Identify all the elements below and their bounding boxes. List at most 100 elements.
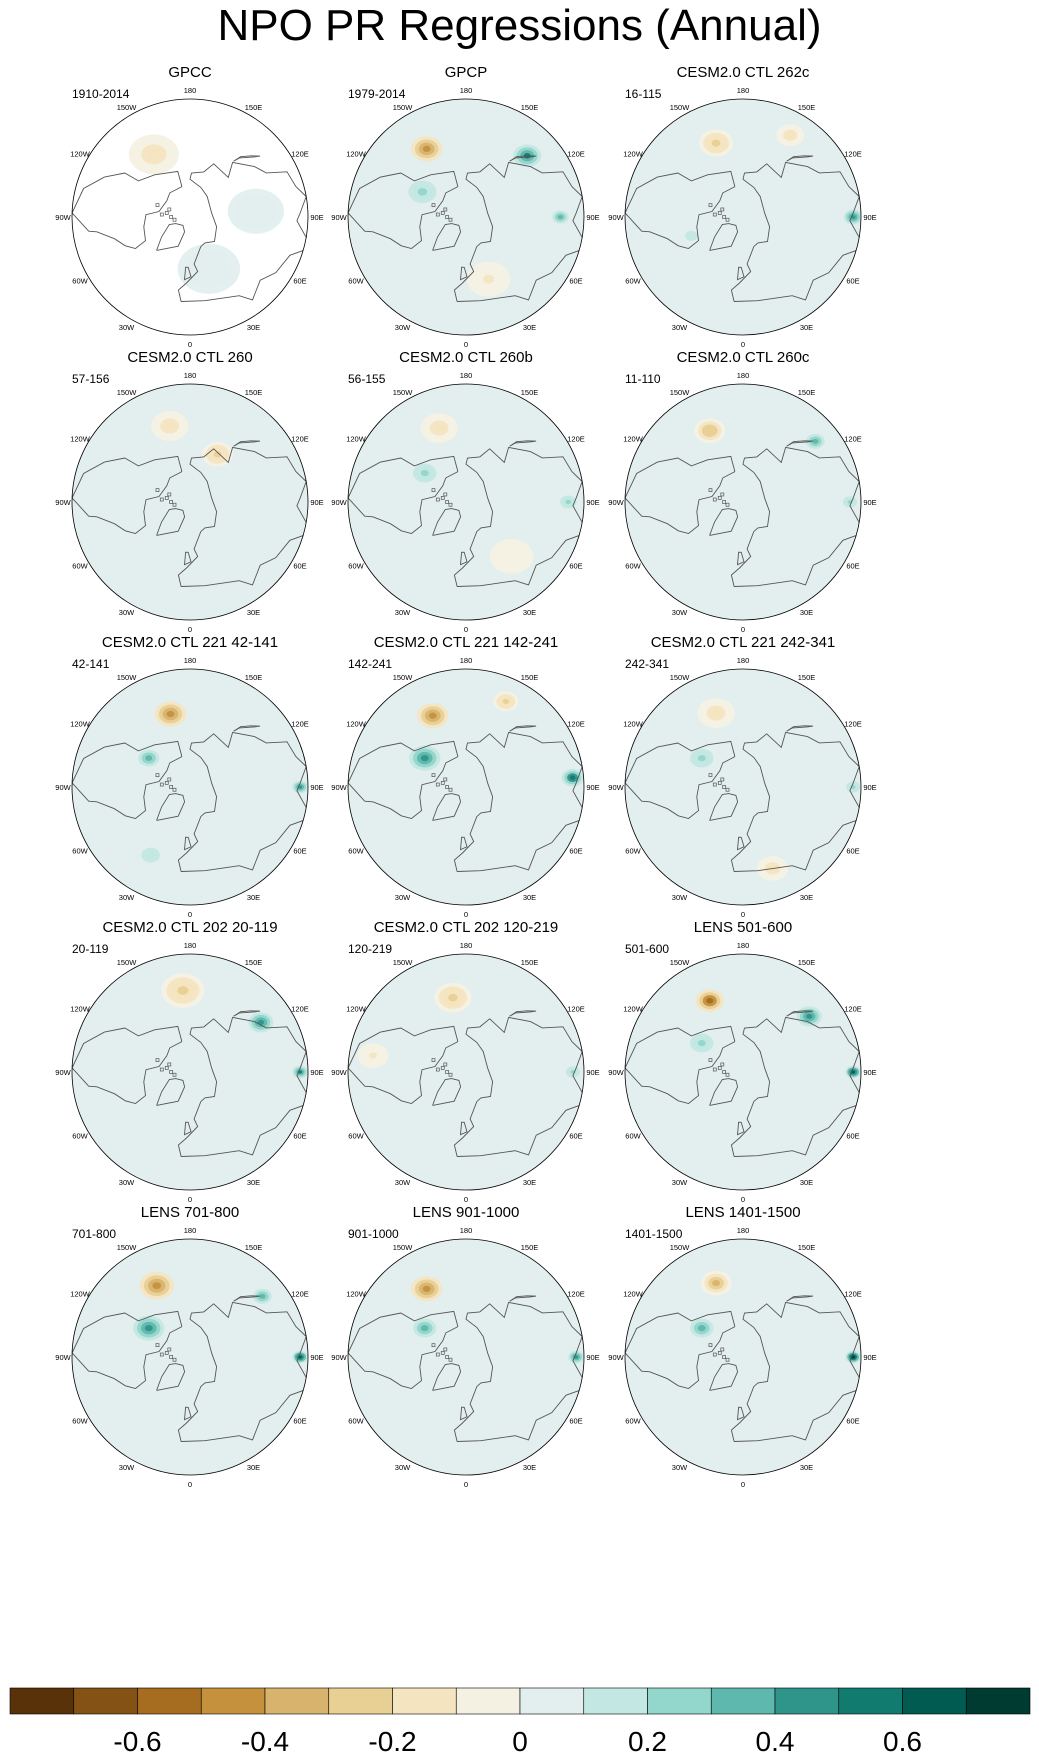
map-panel-14: 180150E120E90E60E30E030W60W90W120W150W <box>331 1226 599 1489</box>
anomaly-contour <box>429 713 437 719</box>
longitude-label: 180 <box>460 86 473 95</box>
longitude-label: 60E <box>569 1417 582 1426</box>
longitude-label: 180 <box>184 656 197 665</box>
longitude-label: 120E <box>291 435 309 444</box>
panel-period: 142-241 <box>348 657 392 671</box>
anomaly-contour <box>698 1325 706 1331</box>
longitude-label: 60E <box>293 1132 306 1141</box>
panel-period: 1910-2014 <box>72 87 129 101</box>
longitude-label: 90E <box>310 498 323 507</box>
longitude-label: 120E <box>291 150 309 159</box>
longitude-label: 120W <box>623 1290 644 1299</box>
anomaly-contour <box>448 994 457 1002</box>
longitude-label: 30W <box>395 323 411 332</box>
map-panel-15: 180150E120E90E60E30E030W60W90W120W150W <box>608 1226 876 1489</box>
longitude-label: 30E <box>247 323 260 332</box>
longitude-label: 60E <box>569 562 582 571</box>
longitude-label: 60W <box>625 562 641 571</box>
longitude-label: 90W <box>331 1353 347 1362</box>
longitude-label: 90W <box>608 1353 624 1362</box>
anomaly-contour <box>369 1052 377 1058</box>
longitude-label: 150W <box>393 388 414 397</box>
longitude-label: 150E <box>245 388 263 397</box>
longitude-label: 150E <box>521 388 539 397</box>
panel-period: 1401-1500 <box>625 1227 682 1241</box>
longitude-label: 120E <box>567 1005 585 1014</box>
longitude-label: 60E <box>293 562 306 571</box>
longitude-label: 30E <box>800 608 813 617</box>
panel-period: 20-119 <box>72 942 108 956</box>
map-background <box>348 669 584 905</box>
longitude-label: 120E <box>844 150 862 159</box>
longitude-label: 150W <box>117 958 138 967</box>
longitude-label: 60E <box>569 1132 582 1141</box>
anomaly-contour <box>421 470 429 476</box>
longitude-label: 150W <box>393 673 414 682</box>
longitude-label: 120W <box>70 1290 91 1299</box>
longitude-label: 0 <box>464 910 468 919</box>
longitude-label: 150E <box>521 958 539 967</box>
longitude-label: 60W <box>348 562 364 571</box>
longitude-label: 0 <box>464 1195 468 1204</box>
longitude-label: 0 <box>188 910 192 919</box>
longitude-label: 60W <box>72 277 88 286</box>
longitude-label: 120W <box>70 435 91 444</box>
anomaly-contour <box>201 262 217 275</box>
longitude-label: 120E <box>291 720 309 729</box>
longitude-label: 150W <box>117 388 138 397</box>
anomaly-contour <box>421 755 429 761</box>
longitude-label: 150W <box>670 1243 691 1252</box>
longitude-label: 60E <box>846 277 859 286</box>
longitude-label: 90E <box>586 1068 599 1077</box>
longitude-label: 30E <box>247 608 260 617</box>
longitude-label: 120E <box>844 1290 862 1299</box>
longitude-label: 180 <box>737 86 750 95</box>
longitude-label: 30E <box>523 1178 536 1187</box>
longitude-label: 30W <box>395 1463 411 1472</box>
anomaly-contour <box>177 986 188 995</box>
colorbar-tick-label: -0.4 <box>241 1726 289 1757</box>
panel-title: LENS 701-800 <box>40 1204 340 1222</box>
longitude-label: 150W <box>117 103 138 112</box>
longitude-label: 120E <box>567 435 585 444</box>
longitude-label: 0 <box>741 1480 745 1489</box>
colorbar-tick-label: 0.2 <box>628 1726 667 1757</box>
longitude-label: 180 <box>737 656 750 665</box>
longitude-label: 30W <box>672 608 688 617</box>
anomaly-contour <box>199 541 213 552</box>
longitude-label: 150W <box>670 958 691 967</box>
panel-title: GPCP <box>316 64 616 82</box>
longitude-label: 60W <box>348 1417 364 1426</box>
colorbar-swatch <box>265 1688 329 1714</box>
longitude-label: 180 <box>460 656 473 665</box>
map-panel-11: 180150E120E90E60E30E030W60W90W120W150W <box>331 941 599 1204</box>
colorbar: -0.6 -0.4 -0.2 0 0.2 0.4 0.6 <box>0 1686 1039 1758</box>
longitude-label: 60W <box>348 277 364 286</box>
longitude-label: 0 <box>464 625 468 634</box>
longitude-label: 90W <box>331 783 347 792</box>
map-background <box>348 384 584 620</box>
anomaly-contour <box>503 699 509 704</box>
map-background <box>625 384 861 620</box>
longitude-label: 60W <box>348 847 364 856</box>
colorbar-tick-label: 0.6 <box>883 1726 922 1757</box>
colorbar-swatch <box>138 1688 202 1714</box>
longitude-label: 30W <box>672 1178 688 1187</box>
anomaly-contour <box>706 428 714 434</box>
longitude-label: 30E <box>523 323 536 332</box>
longitude-label: 30W <box>672 1463 688 1472</box>
map-panel-6: 180150E120E90E60E30E030W60W90W120W150W <box>608 371 876 634</box>
anomaly-contour <box>698 755 706 761</box>
colorbar-tick-label: 0.4 <box>756 1726 795 1757</box>
longitude-label: 120W <box>70 150 91 159</box>
panel-period: 11-110 <box>625 372 661 386</box>
longitude-label: 120E <box>291 1290 309 1299</box>
longitude-label: 150E <box>798 388 816 397</box>
longitude-label: 30E <box>523 1463 536 1472</box>
longitude-label: 0 <box>188 1195 192 1204</box>
longitude-label: 30E <box>523 893 536 902</box>
panel-period: 120-219 <box>348 942 392 956</box>
longitude-label: 0 <box>188 625 192 634</box>
longitude-label: 90E <box>586 1353 599 1362</box>
longitude-label: 30W <box>395 608 411 617</box>
